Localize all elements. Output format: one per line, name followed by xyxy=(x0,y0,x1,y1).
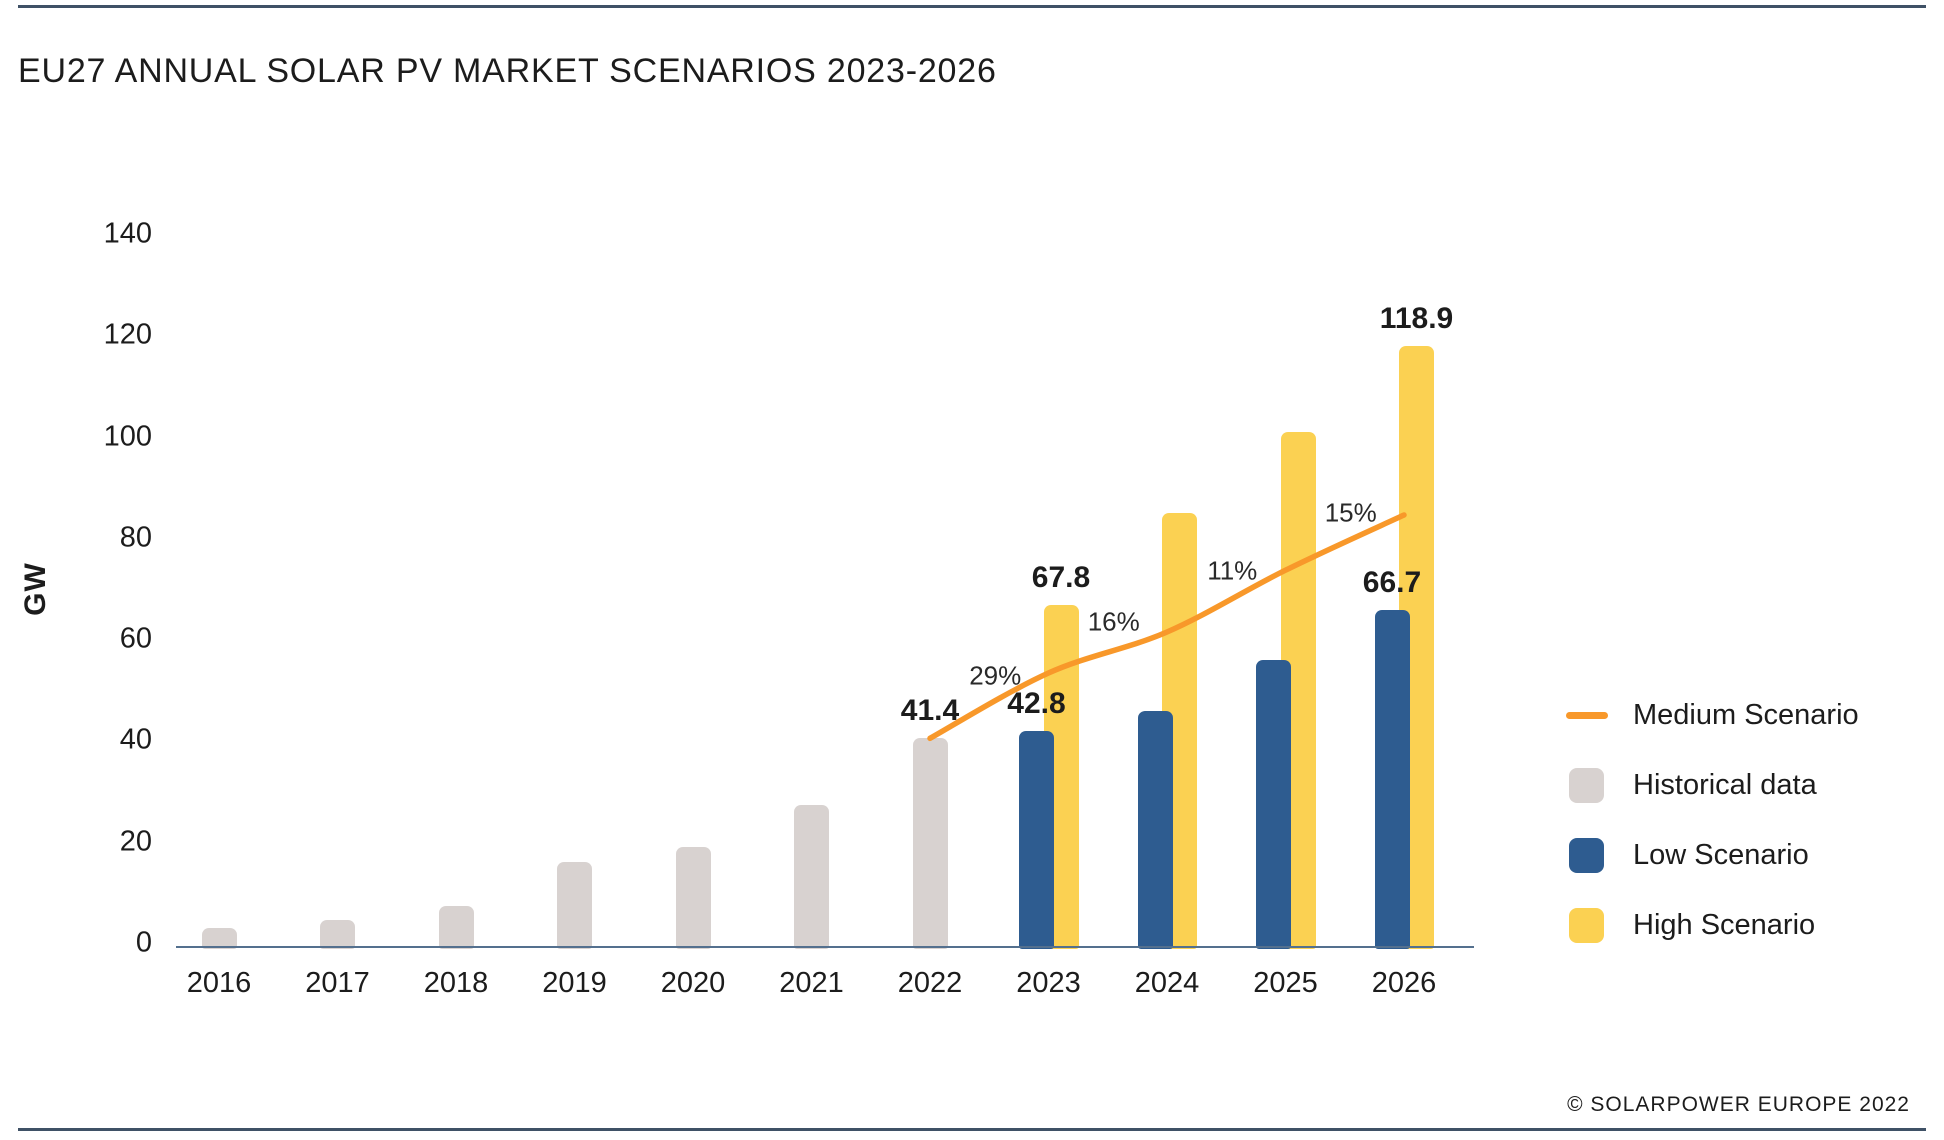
growth-label-2023-2024: 16% xyxy=(1087,606,1140,637)
legend-item-high-scenario: High Scenario xyxy=(1566,890,1926,960)
medium-scenario-swatch xyxy=(1566,711,1608,719)
historical-data-bar-2022 xyxy=(912,738,948,949)
x-label-2017: 2017 xyxy=(305,967,370,999)
legend-item-low-scenario: Low Scenario xyxy=(1566,820,1926,890)
value-label-historical-data-2022: 41.4 xyxy=(900,694,960,728)
value-label-low-scenario-2026: 66.7 xyxy=(1362,566,1422,600)
x-axis-line xyxy=(176,946,1474,948)
historical-data-bar-2018 xyxy=(438,906,474,949)
legend-item-medium-scenario: Medium Scenario xyxy=(1566,680,1926,750)
x-label-2023: 2023 xyxy=(1016,967,1081,999)
low-scenario-swatch-cell xyxy=(1566,837,1633,873)
x-label-2020: 2020 xyxy=(660,967,726,999)
legend: Medium Scenario Historical data Low Scenar… xyxy=(1566,680,1926,960)
low-scenario-bar-2023 xyxy=(1019,731,1054,949)
growth-label-2024-2025: 11% xyxy=(1207,555,1258,586)
copyright-note: © SOLARPOWER EUROPE 2022 xyxy=(1567,1093,1910,1116)
x-label-2025: 2025 xyxy=(1253,967,1318,999)
historical-data-bar-2019 xyxy=(557,861,592,949)
y-tick-60: 60 xyxy=(119,622,152,655)
high-scenario-swatch xyxy=(1569,907,1604,943)
bottom-rule xyxy=(18,1128,1926,1131)
x-label-2018: 2018 xyxy=(423,967,489,999)
x-label-2021: 2021 xyxy=(779,967,844,999)
low-scenario-bar-2025 xyxy=(1256,659,1291,949)
value-label-high-scenario-2026: 118.9 xyxy=(1379,301,1454,335)
low-scenario-bar-2024 xyxy=(1137,710,1173,949)
x-label-2019: 2019 xyxy=(542,967,607,999)
medium-scenario-swatch-cell xyxy=(1566,711,1633,719)
legend-label-medium-scenario: Medium Scenario xyxy=(1633,698,1859,731)
historical-data-bar-2017 xyxy=(320,920,355,949)
x-label-2026: 2026 xyxy=(1371,967,1437,999)
legend-label-historical-data: Historical data xyxy=(1633,768,1817,801)
legend-label-low-scenario: Low Scenario xyxy=(1633,838,1809,871)
legend-label-high-scenario: High Scenario xyxy=(1633,908,1816,941)
y-tick-120: 120 xyxy=(103,318,152,351)
growth-label-2025-2026: 15% xyxy=(1324,497,1377,528)
y-tick-20: 20 xyxy=(119,825,152,858)
top-rule xyxy=(18,5,1926,8)
x-label-2022: 2022 xyxy=(897,967,963,999)
historical-data-bar-2016 xyxy=(201,928,237,949)
y-tick-0: 0 xyxy=(135,926,152,959)
x-label-2024: 2024 xyxy=(1134,967,1200,999)
historical-data-swatch xyxy=(1569,767,1604,803)
high-scenario-swatch-cell xyxy=(1566,907,1633,943)
low-scenario-swatch xyxy=(1569,837,1604,873)
growth-label-2022-2023: 29% xyxy=(969,660,1022,691)
low-scenario-bar-2026 xyxy=(1374,610,1410,949)
value-label-low-scenario-2023: 42.8 xyxy=(1007,687,1066,721)
legend-item-historical-data: Historical data xyxy=(1566,750,1926,820)
y-tick-100: 100 xyxy=(103,420,152,453)
historical-data-bar-2021 xyxy=(794,805,829,949)
historical-data-swatch-cell xyxy=(1566,767,1633,803)
x-label-2016: 2016 xyxy=(186,967,252,999)
value-label-high-scenario-2023: 67.8 xyxy=(1031,560,1091,594)
y-tick-40: 40 xyxy=(119,723,152,756)
historical-data-bar-2020 xyxy=(675,847,711,949)
chart-title: EU27 ANNUAL SOLAR PV MARKET SCENARIOS 20… xyxy=(18,52,997,90)
y-tick-140: 140 xyxy=(103,217,152,250)
y-tick-80: 80 xyxy=(119,521,152,554)
